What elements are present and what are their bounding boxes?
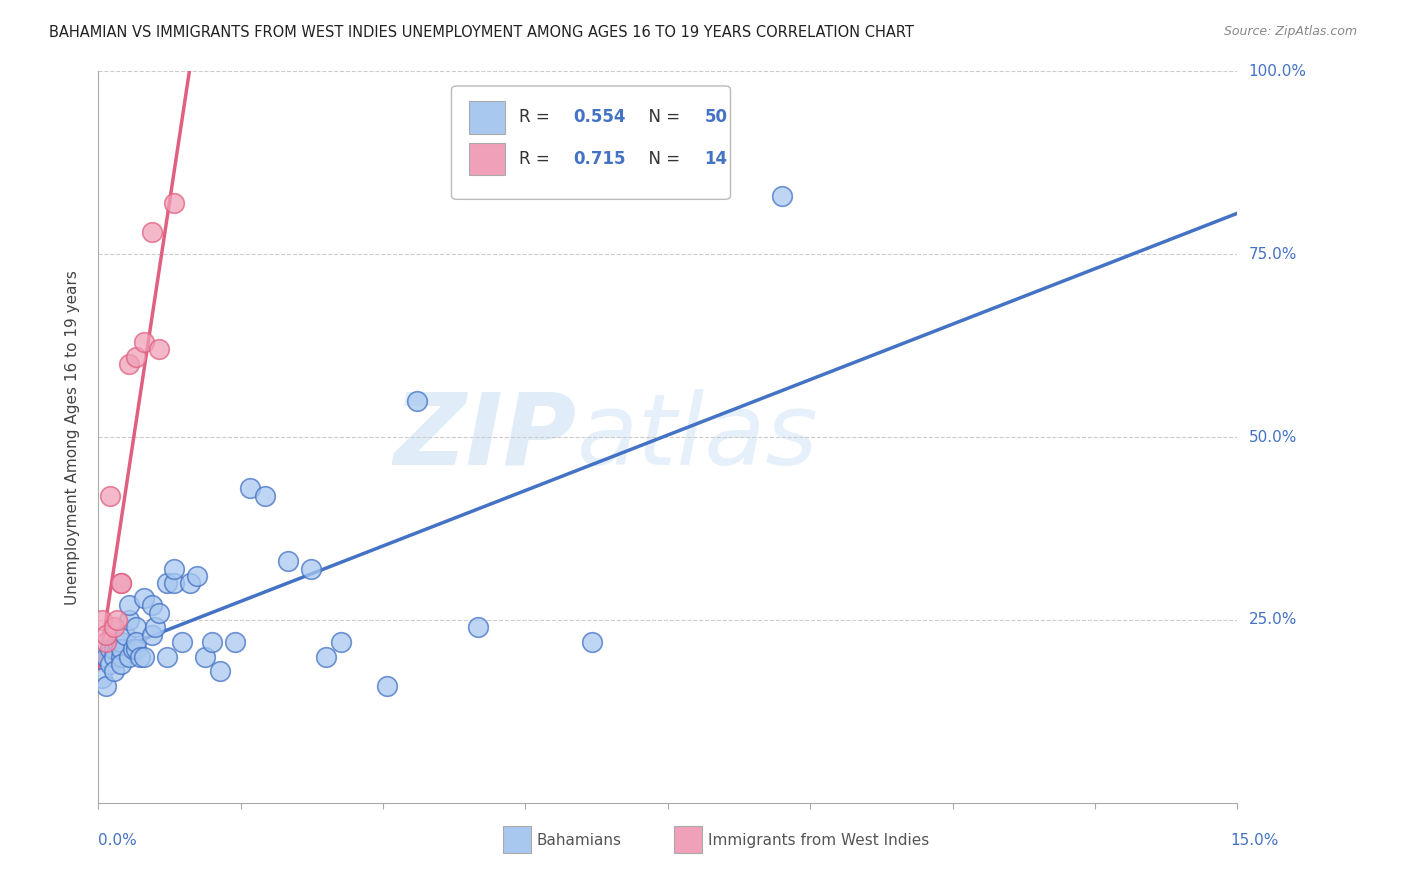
Point	[315, 649, 337, 664]
Point	[163, 562, 186, 576]
Point	[125, 635, 148, 649]
Point	[110, 635, 132, 649]
Text: 50.0%: 50.0%	[1249, 430, 1296, 444]
Point	[186, 569, 208, 583]
Text: 25.0%: 25.0%	[1249, 613, 1296, 627]
Point	[125, 642, 148, 657]
Point	[121, 642, 143, 657]
Point	[125, 620, 148, 634]
Point	[406, 393, 429, 408]
Point	[94, 635, 117, 649]
Point	[94, 649, 117, 664]
Point	[141, 627, 163, 641]
Point	[94, 627, 117, 641]
Point	[91, 613, 114, 627]
Point	[103, 649, 125, 664]
Point	[208, 664, 231, 678]
Text: R =: R =	[519, 109, 554, 127]
Text: BAHAMIAN VS IMMIGRANTS FROM WEST INDIES UNEMPLOYMENT AMONG AGES 16 TO 19 YEARS C: BAHAMIAN VS IMMIGRANTS FROM WEST INDIES …	[49, 25, 914, 40]
Point	[129, 649, 152, 664]
Text: 50: 50	[704, 109, 727, 127]
Point	[132, 334, 155, 349]
Point	[98, 489, 121, 503]
Point	[103, 642, 125, 657]
Text: 100.0%: 100.0%	[1249, 64, 1306, 78]
FancyBboxPatch shape	[468, 102, 505, 134]
Point	[110, 657, 132, 671]
Point	[299, 562, 322, 576]
Text: 14: 14	[704, 150, 727, 168]
Point	[91, 672, 114, 686]
Point	[107, 613, 129, 627]
Point	[163, 196, 186, 211]
Point	[125, 350, 148, 364]
Point	[163, 576, 186, 591]
FancyBboxPatch shape	[451, 86, 731, 200]
Text: Bahamians: Bahamians	[537, 833, 621, 848]
Point	[179, 576, 201, 591]
Point	[145, 620, 167, 634]
Point	[132, 649, 155, 664]
Point	[118, 613, 141, 627]
Point	[103, 620, 125, 634]
Text: 15.0%: 15.0%	[1230, 833, 1279, 848]
Point	[98, 657, 121, 671]
Point	[118, 599, 141, 613]
Point	[330, 635, 353, 649]
Point	[156, 649, 179, 664]
Text: 75.0%: 75.0%	[1249, 247, 1296, 261]
Point	[148, 343, 170, 357]
Point	[118, 649, 141, 664]
Point	[141, 599, 163, 613]
Point	[148, 606, 170, 620]
Point	[110, 642, 132, 657]
Text: Immigrants from West Indies: Immigrants from West Indies	[707, 833, 929, 848]
Text: ZIP: ZIP	[394, 389, 576, 485]
Text: 0.0%: 0.0%	[98, 833, 138, 848]
Point	[170, 635, 193, 649]
Point	[107, 635, 129, 649]
Text: N =: N =	[638, 109, 686, 127]
Point	[110, 576, 132, 591]
Text: atlas: atlas	[576, 389, 818, 485]
Text: 0.715: 0.715	[574, 150, 626, 168]
Point	[103, 664, 125, 678]
Point	[194, 649, 217, 664]
Point	[201, 635, 224, 649]
Point	[277, 554, 299, 568]
Point	[224, 635, 246, 649]
FancyBboxPatch shape	[468, 143, 505, 175]
Point	[110, 649, 132, 664]
Point	[467, 620, 489, 634]
Point	[770, 188, 793, 202]
Point	[581, 635, 603, 649]
Point	[375, 679, 398, 693]
Point	[98, 642, 121, 657]
Text: 0.554: 0.554	[574, 109, 626, 127]
Point	[110, 576, 132, 591]
Point	[94, 679, 117, 693]
Text: R =: R =	[519, 150, 554, 168]
Point	[254, 489, 277, 503]
Point	[114, 627, 136, 641]
Text: Source: ZipAtlas.com: Source: ZipAtlas.com	[1223, 25, 1357, 38]
Text: N =: N =	[638, 150, 686, 168]
Point	[239, 481, 262, 495]
Point	[156, 576, 179, 591]
FancyBboxPatch shape	[673, 826, 702, 853]
FancyBboxPatch shape	[503, 826, 531, 853]
Point	[132, 591, 155, 605]
Point	[141, 225, 163, 239]
Y-axis label: Unemployment Among Ages 16 to 19 years: Unemployment Among Ages 16 to 19 years	[65, 269, 80, 605]
Point	[118, 357, 141, 371]
